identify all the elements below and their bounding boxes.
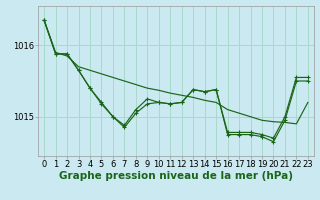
X-axis label: Graphe pression niveau de la mer (hPa): Graphe pression niveau de la mer (hPa) [59,171,293,181]
